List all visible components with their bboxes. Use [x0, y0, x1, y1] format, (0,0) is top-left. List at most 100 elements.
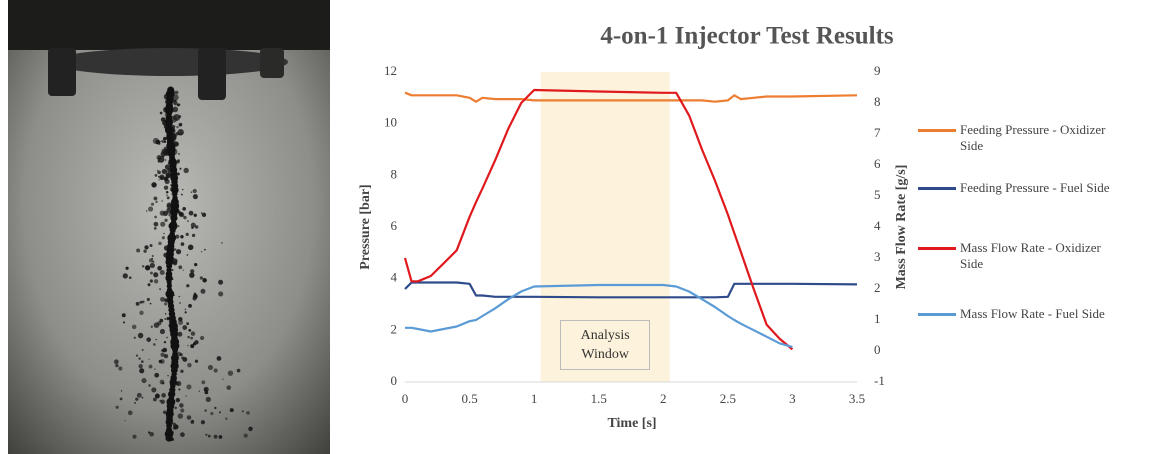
droplet: [184, 308, 187, 311]
series-line: [405, 283, 793, 349]
droplet: [139, 310, 144, 316]
droplet: [243, 433, 248, 438]
droplet: [187, 344, 189, 347]
droplet: [213, 368, 218, 373]
droplet: [151, 387, 157, 393]
droplet: [175, 397, 181, 403]
droplet: [154, 372, 160, 378]
droplet: [201, 212, 207, 218]
droplet: [139, 300, 143, 304]
droplet: [147, 283, 151, 287]
droplet: [225, 417, 228, 420]
y2-tick-label: 8: [874, 94, 881, 109]
droplet: [148, 384, 151, 387]
fixture-post: [48, 48, 76, 96]
legend-label: Feeding Pressure - Oxidizer Side: [960, 122, 1106, 153]
droplet: [141, 349, 144, 351]
droplet: [152, 397, 157, 402]
droplet: [128, 276, 132, 280]
droplet: [153, 343, 156, 346]
droplet: [182, 269, 184, 271]
droplet: [180, 235, 184, 239]
droplet: [141, 396, 144, 399]
droplet: [164, 218, 168, 222]
droplet: [132, 434, 137, 439]
droplet: [180, 193, 183, 196]
droplet: [177, 152, 181, 156]
droplet: [185, 232, 189, 237]
droplet: [250, 426, 253, 430]
droplet: [159, 269, 165, 276]
droplet: [179, 403, 184, 408]
x-tick-label: 2.5: [720, 391, 736, 406]
droplet: [241, 410, 244, 413]
droplet: [187, 244, 194, 251]
y-tick-label: 4: [391, 270, 398, 285]
droplet: [178, 115, 182, 119]
y2-tick-label: 0: [874, 342, 881, 357]
droplet: [165, 159, 167, 161]
droplet: [159, 174, 165, 180]
droplet: [188, 210, 194, 216]
y2-tick-label: 2: [874, 280, 881, 295]
droplet: [173, 424, 179, 430]
droplet: [158, 241, 162, 246]
droplet: [139, 368, 145, 374]
droplet: [150, 202, 155, 206]
droplet: [227, 370, 234, 376]
droplet: [149, 262, 155, 269]
y-tick-label: 2: [391, 321, 398, 336]
droplet: [153, 221, 159, 227]
y2-tick-label: 1: [874, 311, 881, 326]
droplet: [136, 248, 141, 253]
droplet: [154, 368, 156, 370]
droplet: [236, 368, 241, 373]
droplet: [141, 265, 145, 268]
droplet: [188, 329, 192, 332]
droplet: [186, 384, 192, 390]
x-axis-label: Time [s]: [607, 416, 656, 431]
y2-tick-label: 3: [874, 249, 881, 264]
droplet: [162, 410, 167, 414]
droplet: [159, 328, 166, 335]
droplet: [161, 348, 166, 353]
droplet: [180, 432, 185, 437]
droplet: [154, 215, 157, 219]
droplet: [164, 318, 167, 321]
droplet: [151, 182, 157, 188]
droplet: [164, 164, 171, 170]
droplet: [113, 359, 119, 365]
legend-entry: Mass Flow Rate - Fuel Side: [918, 306, 1148, 322]
legend-swatch: [918, 187, 956, 190]
x-tick-label: 1.5: [591, 391, 607, 406]
droplet: [165, 172, 172, 179]
droplet: [160, 221, 166, 227]
droplet: [131, 324, 137, 330]
droplet: [150, 271, 153, 275]
droplet: [229, 408, 234, 413]
droplet: [136, 392, 142, 398]
droplet: [180, 408, 185, 413]
droplet: [118, 366, 123, 371]
droplet: [218, 291, 224, 297]
droplet: [135, 354, 139, 357]
droplet: [179, 167, 182, 170]
droplet: [193, 292, 197, 296]
x-tick-label: 1: [531, 391, 538, 406]
jet: [166, 279, 172, 285]
droplet: [178, 103, 181, 106]
y2-tick-label: 4: [874, 218, 881, 233]
droplet: [194, 262, 198, 267]
droplet: [150, 258, 153, 260]
droplet: [161, 393, 166, 398]
chart-title: 4-on-1 Injector Test Results: [600, 23, 894, 50]
y2-axis-label: Mass Flow Rate [g/s]: [894, 165, 909, 290]
droplet: [138, 363, 143, 369]
droplet: [163, 185, 169, 190]
fixture-post: [198, 48, 226, 100]
droplet: [186, 415, 192, 420]
droplet: [160, 117, 166, 122]
y-tick-label: 6: [391, 218, 398, 233]
droplet: [161, 381, 165, 385]
